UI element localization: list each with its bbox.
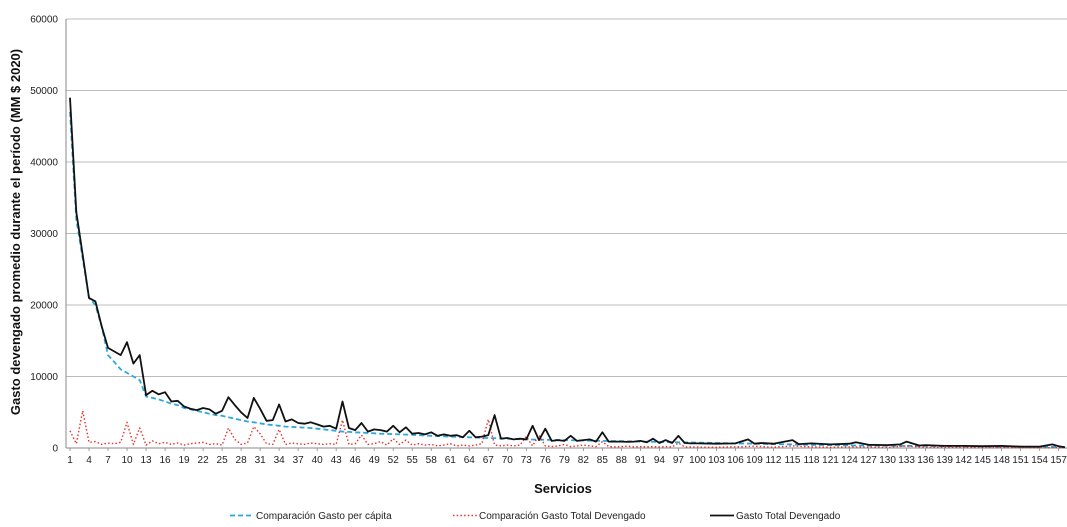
x-tick-label: 157 — [1050, 455, 1067, 466]
y-axis-title: Gasto devengado promedio durante el perí… — [8, 49, 23, 415]
x-tick-label: 136 — [917, 455, 934, 466]
x-tick-label: 28 — [236, 455, 248, 466]
x-tick-label: 82 — [578, 455, 590, 466]
series-line-1 — [69, 111, 1066, 448]
x-tick-label: 55 — [407, 455, 419, 466]
x-tick-label: 61 — [445, 455, 457, 466]
x-tick-label: 133 — [898, 455, 915, 466]
x-tick-label: 73 — [521, 455, 533, 466]
x-tick-label: 151 — [1012, 455, 1029, 466]
x-tick-label: 76 — [540, 455, 552, 466]
x-tick-label: 34 — [274, 455, 286, 466]
x-tick-label: 139 — [936, 455, 953, 466]
x-tick-label: 109 — [746, 455, 763, 466]
x-tick-label: 16 — [160, 455, 172, 466]
x-tick-label: 58 — [426, 455, 438, 466]
y-tick-label: 50000 — [30, 86, 58, 97]
y-tick-label: 40000 — [30, 158, 58, 169]
x-tick-label: 37 — [293, 455, 305, 466]
gridlines — [66, 18, 1067, 377]
legend: Comparación Gasto per cápita Comparación … — [230, 511, 841, 522]
x-tick-label: 142 — [955, 455, 972, 466]
x-tick-label: 64 — [464, 455, 476, 466]
y-tick-label: 0 — [52, 444, 58, 455]
legend-label-1: Comparación Gasto per cápita — [256, 511, 392, 522]
x-tick-label: 13 — [140, 455, 152, 466]
x-tick-label: 40 — [312, 455, 324, 466]
x-tick-label: 124 — [841, 455, 858, 466]
x-tick-label: 22 — [198, 455, 210, 466]
x-axis-title: Servicios — [534, 481, 592, 496]
series-lines — [69, 97, 1066, 449]
x-axis-ticks: 1 4 7 10 13 16 19 22 25 28 31 34 37 40 43 46 49 52 55 58 61 6… — [67, 448, 1067, 466]
x-tick-label: 115 — [785, 455, 801, 466]
x-tick-label: 67 — [483, 455, 495, 466]
x-tick-label: 43 — [331, 455, 343, 466]
x-tick-label: 85 — [597, 455, 609, 466]
x-tick-label: 10 — [121, 455, 133, 466]
x-tick-label: 49 — [369, 455, 381, 466]
x-tick-label: 118 — [804, 455, 820, 466]
x-tick-label: 25 — [217, 455, 229, 466]
x-tick-label: 106 — [727, 455, 744, 466]
legend-label-2: Comparación Gasto Total Devengado — [479, 511, 646, 522]
x-tick-label: 88 — [616, 455, 628, 466]
x-tick-label: 70 — [502, 455, 514, 466]
y-tick-label: 60000 — [30, 15, 58, 26]
x-tick-label: 91 — [635, 455, 647, 466]
x-tick-label: 1 — [67, 455, 73, 466]
x-tick-label: 7 — [105, 455, 111, 466]
series-line-2 — [69, 410, 1066, 449]
y-axis-ticks: 0 10000 20000 30000 40000 50000 60000 — [30, 15, 58, 455]
x-tick-label: 100 — [689, 455, 706, 466]
x-tick-label: 103 — [708, 455, 725, 466]
y-tick-label: 20000 — [30, 301, 58, 312]
x-tick-label: 112 — [765, 455, 781, 466]
x-tick-label: 127 — [860, 455, 877, 466]
x-tick-label: 4 — [86, 455, 92, 466]
x-tick-label: 46 — [350, 455, 362, 466]
x-tick-label: 130 — [879, 455, 896, 466]
x-tick-label: 145 — [974, 455, 991, 466]
legend-label-3: Gasto Total Devengado — [736, 511, 841, 522]
y-tick-label: 10000 — [30, 372, 58, 383]
y-tick-label: 30000 — [30, 229, 58, 240]
x-tick-label: 31 — [255, 455, 267, 466]
series-line-3 — [69, 97, 1066, 449]
x-tick-label: 52 — [388, 455, 400, 466]
x-tick-label: 97 — [673, 455, 685, 466]
x-tick-label: 148 — [993, 455, 1010, 466]
x-tick-label: 19 — [179, 455, 191, 466]
x-tick-label: 94 — [654, 455, 666, 466]
x-tick-label: 154 — [1031, 455, 1048, 466]
x-tick-label: 79 — [559, 455, 571, 466]
x-tick-label: 121 — [822, 455, 839, 466]
